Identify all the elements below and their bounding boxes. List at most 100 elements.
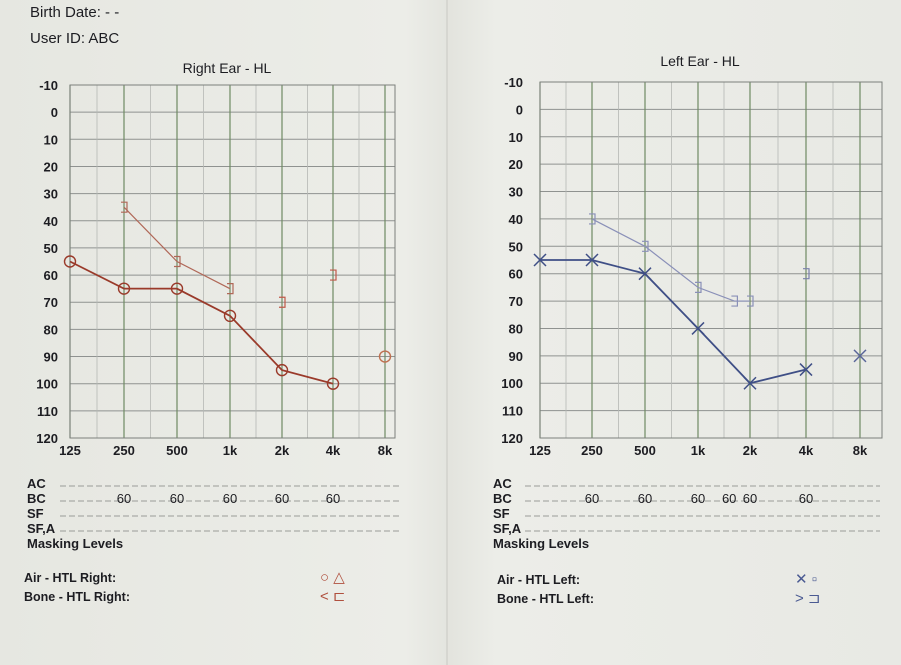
data-point-bracket (589, 213, 596, 225)
data-point-circle (63, 255, 77, 268)
y-tick-label: 20 (509, 157, 523, 172)
y-tick-label: 110 (502, 404, 523, 419)
y-tick-label: 0 (516, 102, 523, 117)
legend-label: Air - HTL Right: (24, 571, 116, 585)
plot-frame (69, 84, 396, 439)
y-tick-label: 20 (44, 159, 58, 174)
data-point-bracket (121, 201, 128, 213)
masking-row-label: SF (27, 506, 44, 521)
data-point-circle (170, 282, 184, 295)
y-tick-label: 60 (44, 268, 58, 283)
masking-bc-value: 60 (585, 491, 599, 506)
y-tick-label: 100 (501, 376, 523, 391)
x-tick-label: 500 (166, 443, 188, 458)
x-tick-label: 125 (529, 443, 551, 458)
y-tick-label: 110 (37, 404, 58, 419)
data-point-circle (117, 282, 131, 295)
data-point-bracket (747, 295, 754, 307)
x-tick-label: 1k (223, 443, 238, 458)
x-tick-label: 250 (113, 443, 135, 458)
masking-bc-value: 60 (638, 491, 652, 506)
y-tick-label: 50 (509, 239, 523, 254)
y-tick-label: 50 (44, 241, 58, 256)
chart-title: Right Ear - HL (183, 60, 272, 76)
masking-bc-value: 60 (743, 491, 757, 506)
x-tick-label: 2k (743, 443, 758, 458)
legend-symbols: ○ △ (320, 569, 345, 586)
masking-bc-value: 60 (691, 491, 705, 506)
masking-row-label: SF (493, 506, 510, 521)
masking-bc-value: 60 (722, 491, 736, 506)
legend-label: Air - HTL Left: (497, 573, 580, 587)
y-tick-label: 90 (509, 349, 523, 364)
y-tick-label: 80 (44, 322, 58, 337)
x-tick-label: 4k (326, 443, 341, 458)
data-point-circle (223, 309, 237, 323)
data-point-x (799, 363, 813, 377)
data-point-x (853, 349, 867, 363)
y-tick-label: 100 (36, 377, 58, 392)
y-tick-label: 120 (36, 431, 58, 446)
data-point-circle (326, 377, 340, 390)
masking-bc-value: 60 (326, 491, 340, 506)
y-tick-label: 0 (51, 105, 58, 120)
y-tick-label: -10 (504, 75, 523, 90)
chart-title: Left Ear - HL (660, 53, 740, 69)
legend-symbols: < ⊏ (320, 588, 346, 605)
masking-row-label: AC (493, 476, 512, 491)
data-point-x (743, 376, 757, 390)
masking-bc-value: 60 (799, 491, 813, 506)
data-point-circle (378, 350, 392, 363)
data-point-x (691, 321, 705, 335)
data-point-x (638, 267, 652, 281)
y-tick-label: 90 (44, 350, 58, 365)
y-tick-label: 40 (509, 212, 523, 227)
user-id-label: User ID: ABC (30, 30, 120, 47)
y-tick-label: 10 (44, 132, 58, 147)
data-point-bracket (731, 295, 738, 307)
data-point-bracket (174, 255, 181, 268)
x-tick-label: 1k (691, 443, 706, 458)
masking-row-label: SF,A (27, 521, 56, 536)
masking-bc-value: 60 (275, 491, 289, 506)
series-line (69, 260, 334, 385)
chart-right-ear (60, 84, 402, 532)
data-point-x (533, 253, 547, 267)
page-fold (446, 0, 448, 665)
x-tick-label: 8k (853, 443, 868, 458)
chart-left-ear (525, 81, 883, 532)
masking-row-label: BC (493, 491, 512, 506)
masking-levels-label: Masking Levels (493, 536, 589, 551)
masking-row-label: AC (27, 476, 46, 491)
masking-bc-value: 60 (170, 491, 184, 506)
legend-symbols: ✕ ▫ (795, 571, 817, 588)
y-tick-label: 40 (44, 214, 58, 229)
x-tick-label: 8k (378, 443, 393, 458)
data-point-bracket (227, 283, 234, 295)
y-tick-label: -10 (39, 78, 58, 93)
data-point-bracket (803, 268, 810, 280)
data-point-circle (275, 363, 289, 377)
y-tick-label: 60 (509, 267, 523, 282)
data-point-x (585, 253, 599, 267)
legend-label: Bone - HTL Left: (497, 592, 594, 606)
x-tick-label: 125 (59, 443, 81, 458)
x-tick-label: 500 (634, 443, 656, 458)
masking-row-label: BC (27, 491, 46, 506)
masking-bc-value: 60 (223, 491, 237, 506)
series-line (540, 259, 807, 385)
y-tick-label: 30 (44, 187, 58, 202)
legend-label: Bone - HTL Right: (24, 590, 130, 604)
masking-bc-value: 60 (117, 491, 131, 506)
data-point-bracket (642, 240, 649, 252)
y-tick-label: 70 (509, 294, 523, 309)
x-tick-label: 4k (799, 443, 814, 458)
y-tick-label: 30 (509, 185, 523, 200)
birth-date-label: Birth Date: - - (30, 4, 120, 21)
legend-symbols: > ⊐ (795, 590, 821, 607)
data-point-bracket (330, 269, 337, 281)
x-tick-label: 2k (275, 443, 290, 458)
y-tick-label: 120 (501, 431, 523, 446)
x-tick-label: 250 (581, 443, 603, 458)
